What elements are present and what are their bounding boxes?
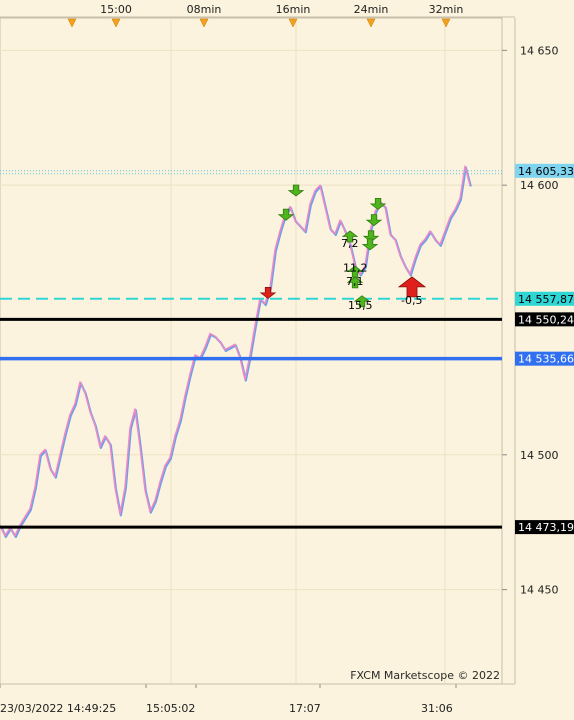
level-price-tag[interactable]	[515, 351, 574, 366]
green-down-arrow-icon[interactable]	[365, 214, 383, 227]
top-time-label: 32min	[429, 3, 464, 16]
signal-annotation: 7,1	[346, 275, 364, 288]
top-time-label: 16min	[276, 3, 311, 16]
y-tick-label: 14 650	[520, 44, 559, 57]
watermark: FXCM Marketscope © 2022	[350, 669, 500, 682]
session-marker-triangle[interactable]	[199, 18, 209, 28]
top-time-label: 15:00	[100, 3, 132, 16]
green-down-arrow-icon[interactable]	[361, 238, 379, 251]
green-up-arrow-icon[interactable]	[353, 295, 371, 308]
y-tick-label: 14 600	[520, 179, 559, 192]
signal-annotation: 11,2	[343, 261, 368, 274]
level-price-label: 14 550,24	[518, 313, 574, 326]
top-time-label: 08min	[187, 3, 222, 16]
x-tick-label: 17:07	[289, 702, 321, 715]
y-tick-label: 14 500	[520, 449, 559, 462]
green-up-arrow-icon[interactable]	[341, 230, 359, 243]
signal-annotations: 7,2 11,27,1 15,5 -0,5	[341, 237, 422, 312]
horizontal-levels[interactable]: 14 605,33 14 557,87 14 550,24 14 535,66 14 4…	[0, 163, 574, 535]
top-time-label: 24min	[354, 3, 389, 16]
time-axis: 23/03/2022 14:49:25 15:05:02 17:07 31:06	[0, 683, 515, 715]
red-down-arrow-icon[interactable]	[259, 286, 277, 299]
signal-markers[interactable]	[259, 184, 427, 308]
top-time-axis: 15:00 08min 16min 24min 32min	[0, 3, 515, 28]
level-price-label: 14 535,66	[518, 353, 574, 366]
level-price-tag[interactable]	[515, 163, 574, 178]
session-marker-triangle[interactable]	[288, 18, 298, 28]
level-price-tag[interactable]	[515, 291, 574, 306]
x-tick-label: 15:05:02	[146, 702, 195, 715]
grid	[0, 17, 516, 685]
green-down-arrow-icon[interactable]	[287, 184, 305, 197]
green-up-arrow-icon[interactable]	[346, 265, 364, 278]
price-line-series	[0, 165, 471, 537]
session-marker-triangle[interactable]	[366, 18, 376, 28]
x-tick-label: 23/03/2022 14:49:25	[0, 702, 116, 715]
session-marker-triangle[interactable]	[441, 18, 451, 28]
level-price-tag[interactable]	[515, 312, 574, 327]
green-up-arrow-icon[interactable]	[346, 276, 364, 289]
session-marker-triangle[interactable]	[111, 18, 121, 28]
signal-annotation: 7,2	[341, 237, 359, 250]
level-price-tag[interactable]	[515, 520, 574, 535]
level-price-label: 14 605,33	[518, 165, 574, 178]
price-line	[0, 165, 472, 539]
price-axis: 14 650 14 600 14 500 14 450	[502, 44, 559, 597]
green-down-arrow-icon[interactable]	[277, 208, 295, 221]
signal-annotation: 15,5	[348, 299, 373, 312]
red-up-arrow-icon[interactable]	[397, 276, 427, 298]
level-price-label: 14 557,87	[518, 293, 574, 306]
signal-annotation: -0,5	[401, 294, 422, 307]
x-tick-label: 31:06	[421, 702, 453, 715]
session-marker-triangle[interactable]	[67, 18, 77, 28]
level-price-label: 14 473,19	[518, 521, 574, 534]
green-down-arrow-icon[interactable]	[369, 197, 387, 210]
y-tick-label: 14 450	[520, 584, 559, 597]
